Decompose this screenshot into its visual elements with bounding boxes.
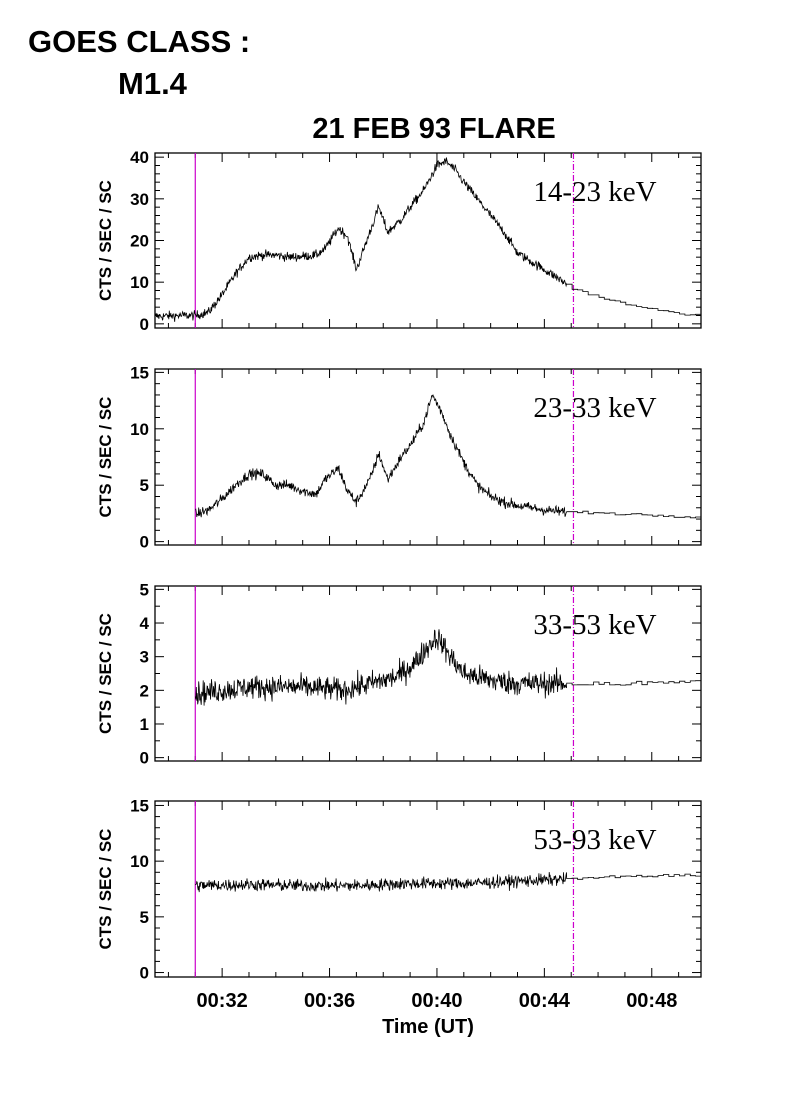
y-tick-label: 5 [140, 580, 149, 599]
x-tick-label: 00:40 [411, 990, 462, 1012]
series-line [195, 394, 702, 519]
y-tick-label: 5 [140, 908, 149, 927]
y-axis-label: CTS / SEC / SC [96, 829, 115, 950]
y-axis-label: CTS / SEC / SC [96, 180, 115, 301]
panel-23-33-kev: 0 5 10 15 CTS / SEC / SC 23-33 keV [96, 363, 702, 552]
y-tick-label: 10 [130, 852, 149, 871]
y-tick-label: 10 [130, 273, 149, 292]
band-label: 33-53 keV [533, 609, 656, 641]
y-tick-label: 10 [130, 420, 149, 439]
x-tick-label: 00:36 [304, 990, 355, 1012]
x-tick-label: 00:32 [197, 990, 248, 1012]
y-tick-label: 15 [130, 363, 149, 382]
band-label: 23-33 keV [533, 392, 656, 424]
y-tick-label: 2 [140, 681, 149, 700]
x-tick-label: 00:44 [519, 990, 571, 1012]
band-label: 53-93 keV [533, 824, 656, 856]
series-line [154, 157, 702, 322]
series-line [195, 872, 702, 893]
y-tick-label: 3 [140, 648, 149, 667]
y-tick-label: 40 [130, 148, 149, 167]
y-tick-label: 5 [140, 476, 149, 495]
chart-title: 21 FEB 93 FLARE [312, 113, 556, 145]
y-axis-label: CTS / SEC / SC [96, 397, 115, 518]
y-tick-label: 30 [130, 190, 149, 209]
x-axis-label: Time (UT) [382, 1016, 474, 1038]
y-tick-label: 0 [140, 315, 149, 334]
panel-33-53-kev: 0 1 2 3 4 5 CTS / SEC / SC 33-53 keV [96, 580, 702, 768]
panel-14-23-kev: 0 10 20 30 40 CTS / SEC / SC 14-23 keV [96, 148, 702, 334]
band-label: 14-23 keV [533, 176, 656, 208]
y-axis-label: CTS / SEC / SC [96, 613, 115, 734]
series-line [194, 629, 702, 706]
plot-frame [154, 368, 702, 546]
y-tick-label: 1 [140, 715, 149, 734]
y-tick-label: 0 [140, 533, 149, 552]
y-tick-label: 0 [140, 749, 149, 768]
y-tick-label: 20 [130, 232, 149, 251]
plot-frame [154, 800, 702, 978]
goes-class-label: GOES CLASS : [28, 24, 251, 59]
y-tick-label: 0 [140, 964, 149, 983]
goes-class-value: M1.4 [118, 66, 187, 101]
y-tick-label: 4 [140, 614, 150, 633]
y-tick-label: 15 [130, 796, 149, 815]
x-tick-label: 00:48 [626, 990, 677, 1012]
panel-53-93-kev: 0 5 10 15 CTS / SEC / SC 53-93 keV [96, 796, 702, 983]
